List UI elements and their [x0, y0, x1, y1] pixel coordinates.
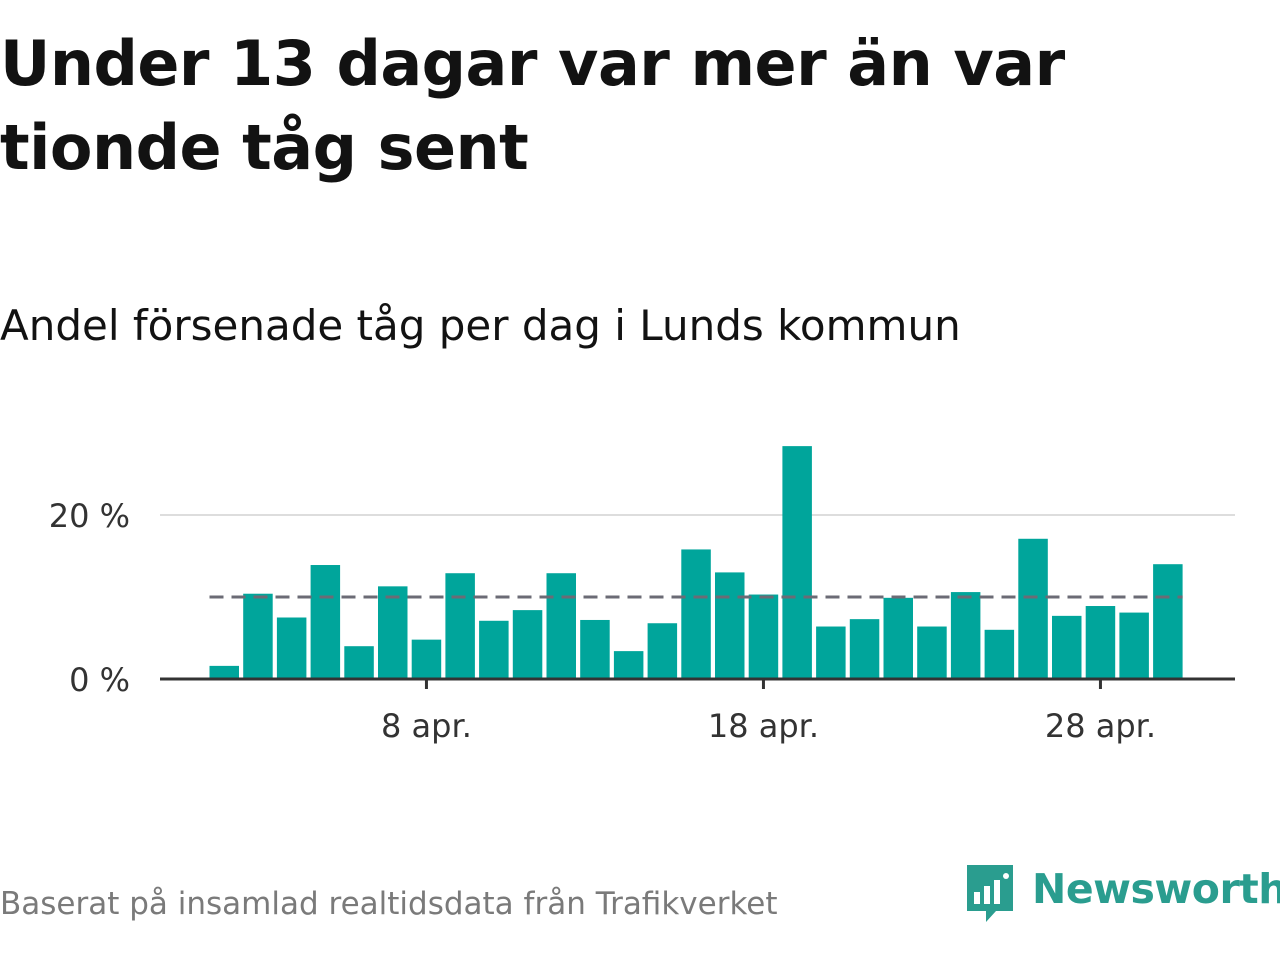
headline: Under 13 dagar var mer än var tionde tåg…	[0, 27, 1065, 184]
x-axis: 8 apr. 18 apr. 28 apr.	[160, 677, 1235, 745]
y-axis-labels: 0 % 20 %	[49, 497, 130, 699]
bar	[816, 626, 846, 679]
bar	[613, 651, 644, 679]
bar	[715, 572, 745, 679]
bar	[209, 665, 239, 679]
bar	[445, 573, 475, 679]
bar	[479, 620, 509, 679]
bar	[310, 565, 341, 679]
bar	[883, 597, 913, 679]
x-tick-label: 18 apr.	[708, 707, 819, 745]
bar	[748, 594, 779, 679]
bar	[243, 593, 273, 679]
bar	[1153, 564, 1183, 679]
brand-name: Newsworthy	[1032, 865, 1280, 913]
bar	[782, 446, 812, 679]
source-note: Baserat på insamlad realtidsdata från Tr…	[0, 886, 778, 922]
y-tick-label: 0 %	[69, 661, 130, 699]
bar	[647, 623, 678, 679]
bar	[411, 639, 442, 679]
bar	[1119, 612, 1149, 679]
bar	[1085, 606, 1116, 679]
bar	[546, 573, 576, 679]
newsworthy-logo-icon	[967, 865, 1013, 922]
bar	[984, 629, 1015, 679]
bar	[512, 610, 543, 679]
x-tick-label: 8 apr.	[381, 707, 472, 745]
bar	[849, 619, 880, 679]
bar	[276, 617, 307, 679]
bars	[209, 446, 1183, 679]
bar-chart: 0 % 20 % 8 apr. 18 apr. 28 apr.	[49, 446, 1235, 745]
bar	[917, 626, 947, 679]
bar	[681, 549, 711, 679]
bar	[344, 646, 374, 679]
bar	[950, 592, 981, 679]
y-tick-label: 20 %	[49, 497, 130, 535]
x-tick-label: 28 apr.	[1045, 707, 1156, 745]
brand[interactable]: Newsworthy	[964, 862, 1280, 926]
chart-title: Andel försenade tåg per dag i Lunds komm…	[0, 301, 961, 350]
bar	[1052, 615, 1082, 679]
bar	[580, 619, 610, 679]
bar	[1018, 538, 1048, 679]
bar	[378, 586, 408, 679]
